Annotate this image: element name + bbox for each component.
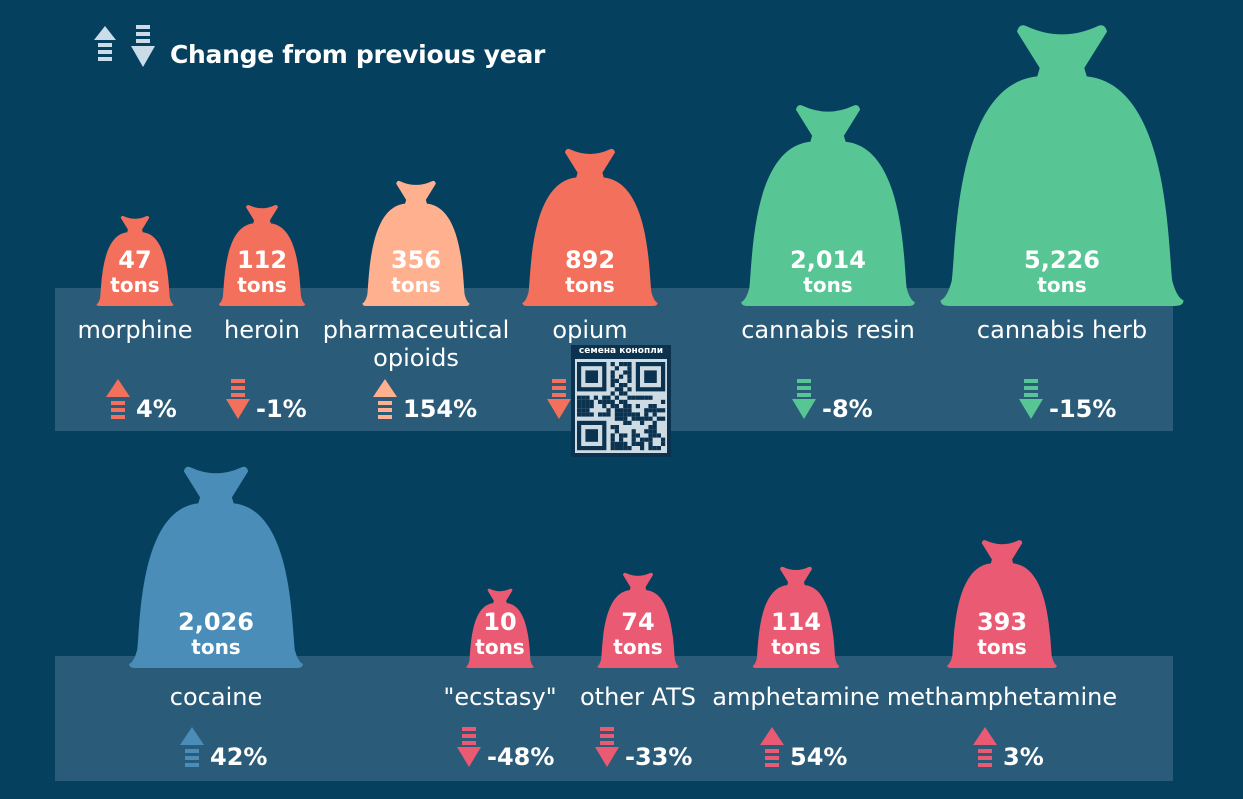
change-indicator: 42%: [180, 727, 267, 771]
watermark-label: семена конопли: [578, 346, 664, 356]
unit-label: tons: [803, 273, 852, 297]
change-label: -8%: [822, 395, 873, 423]
bag-opium: [522, 148, 658, 306]
value-label: 2,026: [178, 608, 254, 636]
change-label: 3%: [1003, 743, 1044, 771]
unit-label: tons: [391, 273, 440, 297]
arrow-down-icon: [792, 399, 816, 419]
unit-label: tons: [110, 273, 159, 297]
category-label: amphetamine: [712, 683, 879, 711]
arrow-up-icon: [373, 379, 397, 397]
category-label: cannabis resin: [741, 316, 915, 344]
change-indicator: -15%: [1019, 379, 1116, 423]
arrow-up-icon: [760, 727, 784, 745]
category-label: "ecstasy": [443, 683, 556, 711]
arrow-down-icon: [226, 399, 250, 419]
unit-label: tons: [565, 273, 614, 297]
arrow-down-icon: [1019, 399, 1043, 419]
unit-label: tons: [1037, 273, 1086, 297]
arrow-down-icon: [457, 747, 481, 767]
unit-label: tons: [475, 635, 524, 659]
category-label: cocaine: [170, 683, 262, 711]
change-label: -48%: [487, 743, 554, 771]
legend-title: Change from previous year: [170, 40, 546, 69]
value-label: 47: [118, 246, 151, 274]
arrow-down-icon: [547, 399, 571, 419]
qr-code-icon: [571, 345, 671, 457]
change-indicator: 154%: [373, 379, 477, 423]
category-label: methamphetamine: [887, 683, 1117, 711]
change-indicator: -1%: [226, 379, 307, 423]
value-label: 2,014: [790, 246, 866, 274]
change-indicator: 4%: [106, 379, 177, 423]
bag-morphine: [96, 215, 174, 306]
arrow-down-icon: [131, 25, 155, 67]
change-label: 154%: [403, 395, 477, 423]
change-indicator: 3%: [973, 727, 1044, 771]
bag-cocaine: [129, 466, 303, 668]
category-label: morphine: [77, 316, 192, 344]
unit-label: tons: [977, 635, 1026, 659]
value-label: 114: [771, 608, 821, 636]
bag-cannabis-herb: [940, 25, 1184, 307]
legend-arrows-icon: [94, 25, 155, 67]
row-panel-2: [55, 656, 1173, 781]
arrow-up-icon: [94, 26, 116, 61]
arrow-down-icon: [595, 747, 619, 767]
value-label: 393: [977, 608, 1027, 636]
unit-label: tons: [237, 273, 286, 297]
category-label: heroin: [224, 316, 300, 344]
change-label: 42%: [210, 743, 267, 771]
change-label: 54%: [790, 743, 847, 771]
category-label: pharmaceutical opioids: [323, 316, 510, 372]
value-label: 112: [237, 246, 287, 274]
bag-cannabis-resin: [741, 105, 915, 306]
category-label: cannabis herb: [977, 316, 1147, 344]
unit-label: tons: [191, 635, 240, 659]
change-indicator: -33%: [595, 727, 692, 771]
change-label: 4%: [136, 395, 177, 423]
category-label: other ATS: [580, 683, 696, 711]
bag-methamphetamine: [947, 540, 1057, 668]
bag-amphetamine: [752, 566, 840, 668]
value-label: 892: [565, 246, 615, 274]
bag-heroin: [218, 205, 306, 306]
arrow-up-icon: [106, 379, 130, 397]
change-indicator: -8%: [792, 379, 873, 423]
change-indicator: 54%: [760, 727, 847, 771]
arrow-up-icon: [180, 727, 204, 745]
change-label: -33%: [625, 743, 692, 771]
unit-label: tons: [771, 635, 820, 659]
value-label: 5,226: [1024, 246, 1100, 274]
value-label: 356: [391, 246, 441, 274]
arrow-up-icon: [973, 727, 997, 745]
bag-pharmaceutical-opioids: [362, 180, 470, 306]
change-label: -15%: [1049, 395, 1116, 423]
category-label: opium: [552, 316, 627, 344]
bag-ecstasy: [466, 588, 534, 668]
unit-label: tons: [613, 635, 662, 659]
value-label: 10: [483, 608, 516, 636]
change-label: -1%: [256, 395, 307, 423]
bag-other-ats: [597, 572, 679, 668]
value-label: 74: [621, 608, 654, 636]
change-indicator: -48%: [457, 727, 554, 771]
